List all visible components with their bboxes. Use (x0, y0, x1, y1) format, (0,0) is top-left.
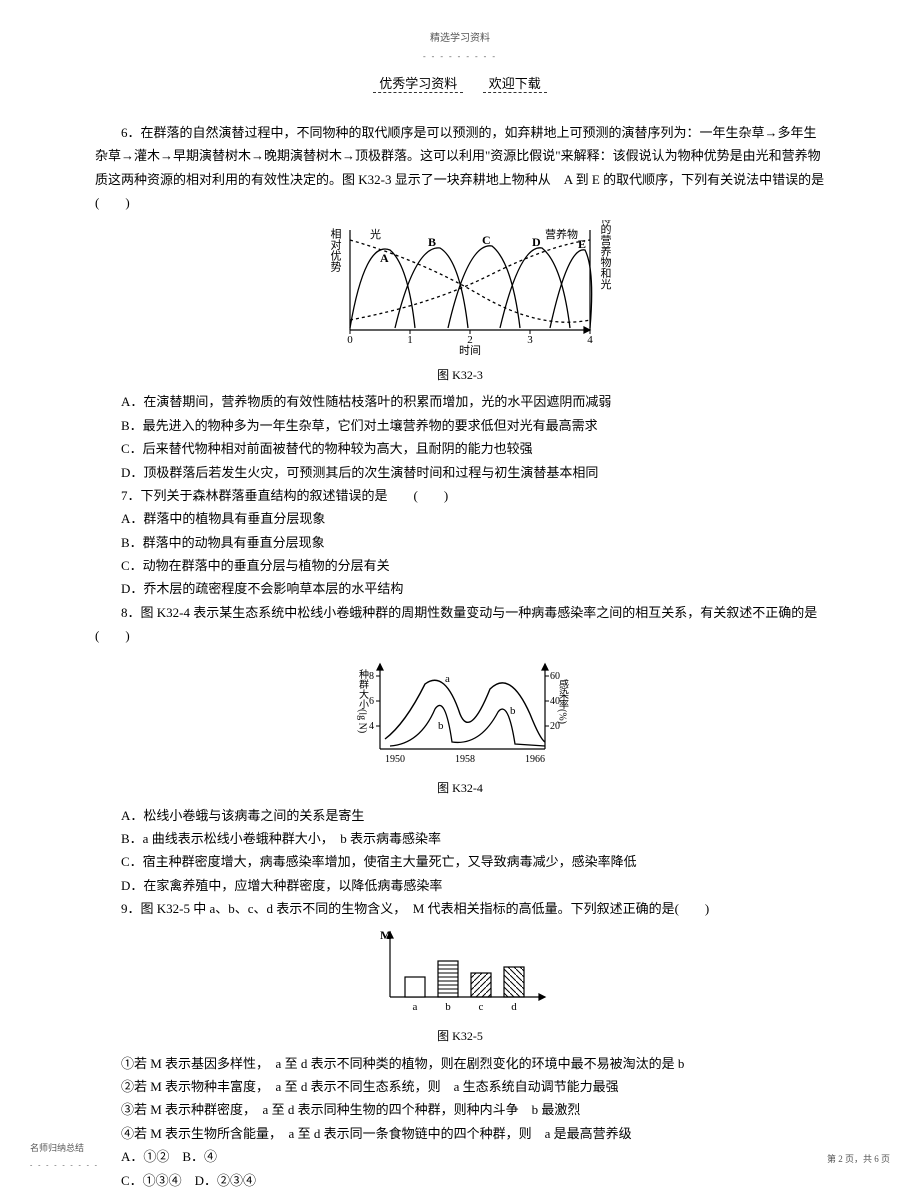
svg-text:a: a (445, 673, 450, 685)
svg-text:3: 3 (527, 334, 533, 346)
svg-text:M: M (380, 928, 391, 942)
svg-text:可获得的营养物和光: 可获得的营养物和光 (599, 220, 612, 290)
svg-text:种群大小(lg N): 种群大小(lg N) (357, 667, 369, 732)
fig4-caption: 图 K32-4 (95, 778, 825, 800)
svg-text:C: C (482, 233, 491, 247)
subtitle-right: 欢迎下载 (483, 76, 547, 93)
svg-text:1966: 1966 (525, 754, 545, 765)
q7-optA: A．群落中的植物具有垂直分层现象 (95, 507, 825, 530)
q8-text: 8．图 K32-4 表示某生态系统中松线小卷蛾种群的周期性数量变动与一种病毒感染… (95, 601, 825, 648)
q8-optA: A．松线小卷蛾与该病毒之间的关系是寄生 (95, 804, 825, 827)
q9-s2: ②若 M 表示物种丰富度， a 至 d 表示不同生态系统，则 a 生态系统自动调… (95, 1075, 825, 1098)
svg-text:时间: 时间 (459, 344, 481, 355)
content: 6．在群落的自然演替过程中，不同物种的取代顺序是可以预测的，如弃耕地上可预测的演… (95, 121, 825, 1192)
svg-text:A: A (380, 251, 389, 265)
svg-text:4: 4 (369, 721, 374, 732)
top-label: 精选学习资料 (95, 30, 825, 48)
q7-optC: C．动物在群落中的垂直分层与植物的分层有关 (95, 554, 825, 577)
svg-text:0: 0 (347, 334, 353, 346)
footer-right: 第 2 页，共 6 页 (827, 1151, 890, 1167)
svg-text:营养物: 营养物 (545, 227, 578, 241)
svg-text:b: b (438, 720, 444, 732)
q9-s1: ①若 M 表示基因多样性， a 至 d 表示不同种类的植物，则在剧烈变化的环境中… (95, 1052, 825, 1075)
figure-k32-4: 种群大小(lg N) 感染率(%) 8 6 4 60 40 20 a b b 1… (95, 654, 825, 776)
svg-text:8: 8 (369, 671, 374, 682)
svg-text:d: d (511, 1001, 517, 1013)
svg-text:6: 6 (369, 696, 374, 707)
subtitle-left: 优秀学习资料 (373, 76, 463, 93)
svg-text:相对优势: 相对优势 (329, 228, 342, 272)
chart-k32-3: 相对优势 可获得的营养物和光 光 营养物 A B C D E 0 1 2 3 4 (300, 220, 620, 355)
q6-optD: D．顶极群落后若发生火灾，可预测其后的次生演替时间和过程与初生演替基本相同 (95, 461, 825, 484)
q6-optA: A．在演替期间，营养物质的有效性随枯枝落叶的积累而增加，光的水平因遮阴而减弱 (95, 390, 825, 413)
chart-k32-5: M a b c d (360, 927, 560, 1017)
q9-optC: C．①③④ D．②③④ (95, 1169, 825, 1192)
q6-text: 6．在群落的自然演替过程中，不同物种的取代顺序是可以预测的，如弃耕地上可预测的演… (95, 121, 825, 215)
q6-optB: B．最先进入的物种多为一年生杂草，它们对土壤营养物的要求低但对光有最高需求 (95, 414, 825, 437)
dots-top: - - - - - - - - - (95, 50, 825, 64)
q7-optD: D．乔木层的疏密程度不会影响草本层的水平结构 (95, 577, 825, 600)
svg-text:b: b (510, 705, 516, 717)
q7-optB: B．群落中的动物具有垂直分层现象 (95, 531, 825, 554)
q8-optD: D．在家禽养殖中，应增大种群密度，以降低病毒感染率 (95, 874, 825, 897)
svg-text:D: D (532, 235, 541, 249)
svg-text:1950: 1950 (385, 754, 405, 765)
fig3-caption: 图 K32-3 (95, 365, 825, 387)
figure-k32-5: M a b c d (95, 927, 825, 1024)
q9-s4: ④若 M 表示生物所含能量， a 至 d 表示同一条食物链中的四个种群，则 a … (95, 1122, 825, 1145)
q6-optC: C．后来替代物种相对前面被替代的物种较为高大，且耐阴的能力也较强 (95, 437, 825, 460)
svg-text:40: 40 (550, 696, 560, 707)
q8-optC: C．宿主种群密度增大，病毒感染率增加，使宿主大量死亡，又导致病毒减少，感染率降低 (95, 850, 825, 873)
page: 精选学习资料 - - - - - - - - - 优秀学习资料 欢迎下载 6．在… (0, 0, 920, 1192)
svg-text:1: 1 (407, 334, 413, 346)
svg-text:a: a (413, 1001, 418, 1013)
figure-k32-3: 相对优势 可获得的营养物和光 光 营养物 A B C D E 0 1 2 3 4 (95, 220, 825, 362)
svg-text:E: E (578, 237, 586, 251)
svg-text:B: B (428, 235, 436, 249)
svg-text:c: c (479, 1001, 484, 1013)
svg-text:光: 光 (370, 227, 381, 241)
chart-k32-4: 种群大小(lg N) 感染率(%) 8 6 4 60 40 20 a b b 1… (330, 654, 590, 769)
q9-text: 9．图 K32-5 中 a、b、c、d 表示不同的生物含义， M 代表相关指标的… (95, 897, 825, 920)
svg-text:60: 60 (550, 671, 560, 682)
q9-s3: ③若 M 表示种群密度， a 至 d 表示同种生物的四个种群，则种内斗争 b 最… (95, 1098, 825, 1121)
svg-text:b: b (445, 1001, 451, 1013)
svg-text:1958: 1958 (455, 754, 475, 765)
svg-text:20: 20 (550, 721, 560, 732)
q7-text: 7．下列关于森林群落垂直结构的叙述错误的是 ( ) (95, 484, 825, 507)
subtitle: 优秀学习资料 欢迎下载 (95, 72, 825, 95)
q8-optB: B．a 曲线表示松线小卷蛾种群大小， b 表示病毒感染率 (95, 827, 825, 850)
fig5-caption: 图 K32-5 (95, 1026, 825, 1048)
q9-optA: A．①② B．④ (95, 1145, 825, 1168)
svg-text:4: 4 (587, 334, 593, 346)
footer-left: 名师归纳总结 - - - - - - - - - (30, 1140, 99, 1172)
